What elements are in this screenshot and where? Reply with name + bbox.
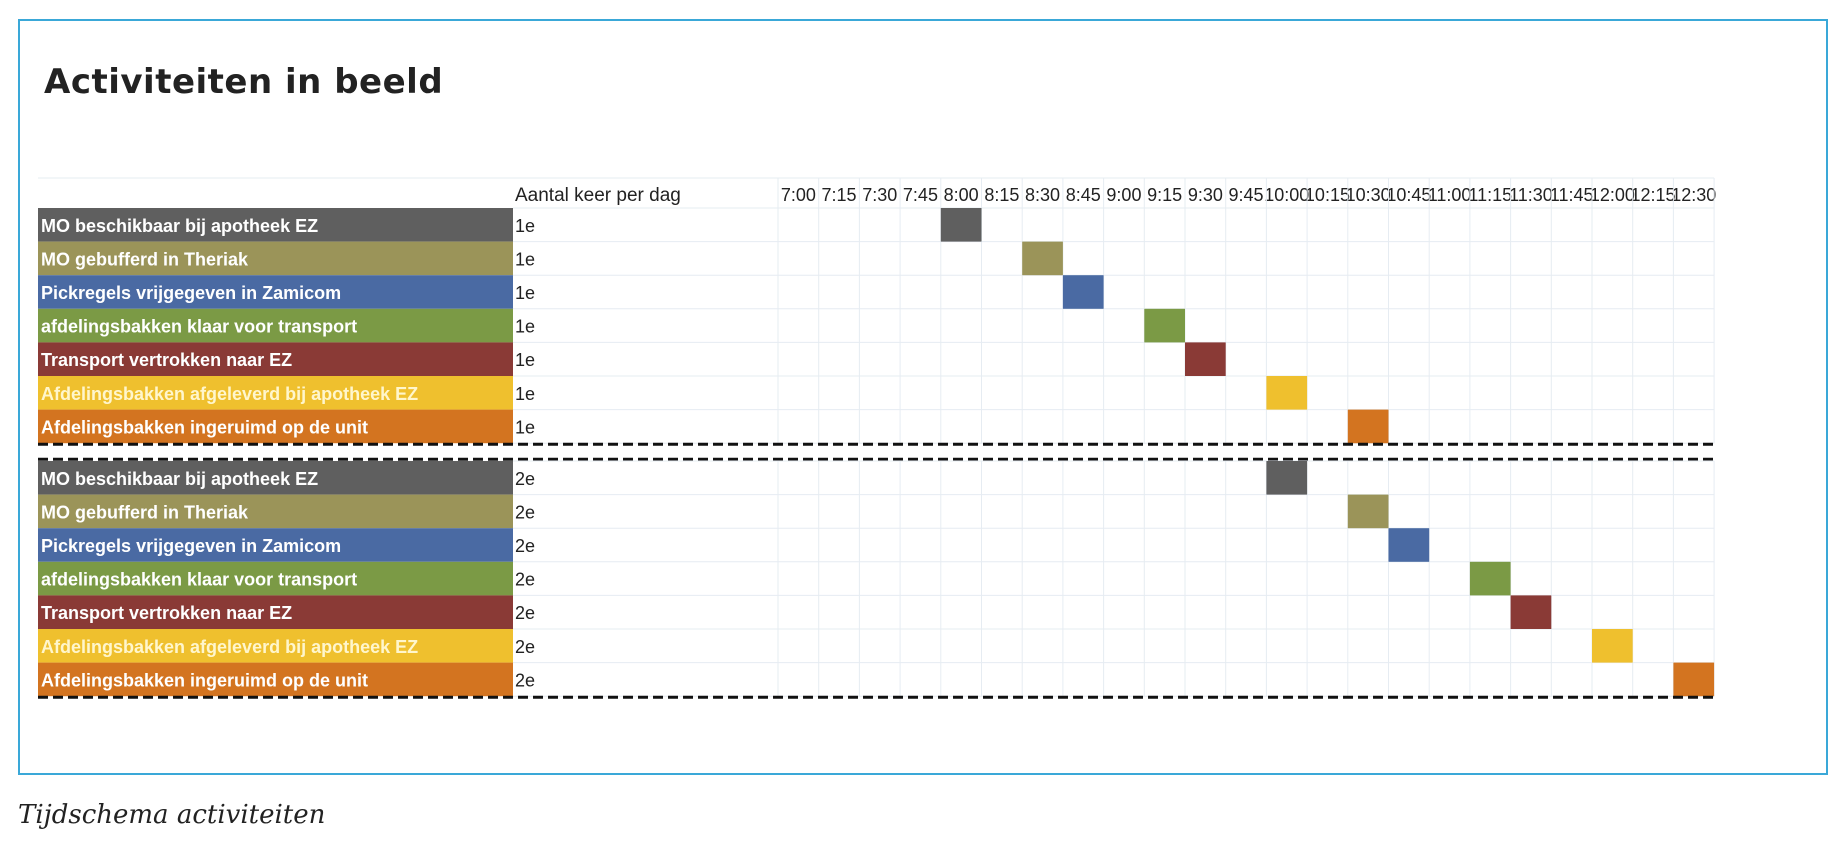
activity-bar xyxy=(1266,376,1308,410)
activity-label-cell xyxy=(38,629,513,663)
time-tick-label: 8:30 xyxy=(1025,185,1060,205)
activity-label: MO beschikbaar bij apotheek EZ xyxy=(41,469,318,489)
count-value: 2e xyxy=(515,670,535,690)
count-value: 1e xyxy=(515,384,535,404)
count-value: 2e xyxy=(515,570,535,590)
time-tick-label: 7:00 xyxy=(781,185,816,205)
activity-label: Afdelingsbakken afgeleverd bij apotheek … xyxy=(41,384,418,404)
activity-label: afdelingsbakken klaar voor transport xyxy=(41,317,357,337)
activity-label-cell xyxy=(38,208,513,242)
time-tick-label: 9:15 xyxy=(1147,185,1182,205)
time-tick-label: 10:30 xyxy=(1346,185,1391,205)
time-tick-label: 9:30 xyxy=(1188,185,1223,205)
activity-label-cell xyxy=(38,376,513,410)
figure-caption: Tijdschema activiteiten xyxy=(18,800,326,830)
activity-bar xyxy=(1144,308,1185,343)
activity-bar xyxy=(1347,494,1389,529)
time-tick-label: 12:00 xyxy=(1590,185,1635,205)
activity-bar xyxy=(1062,275,1104,309)
activity-label: afdelingsbakken klaar voor transport xyxy=(41,570,357,590)
time-tick-label: 8:45 xyxy=(1066,185,1101,205)
activity-label-cell xyxy=(38,342,513,376)
activity-label-cell xyxy=(38,528,513,562)
count-value: 1e xyxy=(515,417,535,437)
activity-label: MO gebufferd in Theriak xyxy=(41,249,249,269)
time-tick-label: 11:45 xyxy=(1550,185,1594,205)
activity-label-cell xyxy=(38,409,513,444)
time-tick-label: 10:45 xyxy=(1386,185,1431,205)
activity-bar xyxy=(1266,461,1308,495)
activity-label: Transport vertrokken naar EZ xyxy=(41,603,292,623)
activity-bar xyxy=(940,208,982,242)
activity-bar xyxy=(1673,662,1715,697)
time-tick-label: 8:15 xyxy=(984,185,1019,205)
activity-label-cell xyxy=(38,595,513,629)
activity-bar xyxy=(1022,241,1063,276)
time-tick-label: 9:45 xyxy=(1229,185,1264,205)
time-tick-label: 10:00 xyxy=(1264,185,1309,205)
count-value: 2e xyxy=(515,502,535,522)
activity-label-cell xyxy=(38,494,513,529)
count-value: 1e xyxy=(515,283,535,303)
time-tick-label: 7:15 xyxy=(822,185,857,205)
time-tick-label: 12:15 xyxy=(1631,185,1676,205)
activity-label-cell xyxy=(38,662,513,697)
activity-label-cell xyxy=(38,241,513,276)
panel-frame xyxy=(18,19,1828,775)
time-tick-label: 7:45 xyxy=(903,185,938,205)
activity-label: Afdelingsbakken afgeleverd bij apotheek … xyxy=(41,637,418,657)
activity-label: Afdelingsbakken ingeruimd op de unit xyxy=(41,417,368,437)
time-tick-label: 12:30 xyxy=(1671,185,1716,205)
time-tick-label: 8:00 xyxy=(944,185,979,205)
activity-bar xyxy=(1510,595,1552,629)
time-tick-label: 11:00 xyxy=(1428,185,1472,205)
count-value: 1e xyxy=(515,249,535,269)
activity-label: MO gebufferd in Theriak xyxy=(41,502,249,522)
activity-label: Transport vertrokken naar EZ xyxy=(41,350,292,370)
count-value: 1e xyxy=(515,350,535,370)
time-tick-label: 11:15 xyxy=(1468,185,1512,205)
activity-label: Afdelingsbakken ingeruimd op de unit xyxy=(41,670,368,690)
activity-label-cell xyxy=(38,461,513,495)
activity-bar xyxy=(1347,409,1389,444)
count-value: 2e xyxy=(515,536,535,556)
time-tick-label: 7:30 xyxy=(862,185,897,205)
activity-label-cell xyxy=(38,561,513,596)
time-tick-label: 9:00 xyxy=(1106,185,1141,205)
activity-bar xyxy=(1592,629,1633,663)
activity-label: Pickregels vrijgegeven in Zamicom xyxy=(41,536,341,556)
time-tick-label: 10:15 xyxy=(1305,185,1350,205)
activity-label-cell xyxy=(38,275,513,309)
activity-label-cell xyxy=(38,308,513,343)
count-value: 2e xyxy=(515,603,535,623)
count-value: 1e xyxy=(515,317,535,337)
activity-bar xyxy=(1388,528,1430,562)
count-value: 2e xyxy=(515,637,535,657)
activity-label: Pickregels vrijgegeven in Zamicom xyxy=(41,283,341,303)
count-column-header: Aantal keer per dag xyxy=(515,185,681,206)
time-tick-label: 11:30 xyxy=(1509,185,1553,205)
activity-label: MO beschikbaar bij apotheek EZ xyxy=(41,216,318,236)
panel-title: Activiteiten in beeld xyxy=(44,62,444,102)
activity-bar xyxy=(1185,342,1226,376)
count-value: 2e xyxy=(515,469,535,489)
activity-bar xyxy=(1469,561,1511,596)
count-value: 1e xyxy=(515,216,535,236)
